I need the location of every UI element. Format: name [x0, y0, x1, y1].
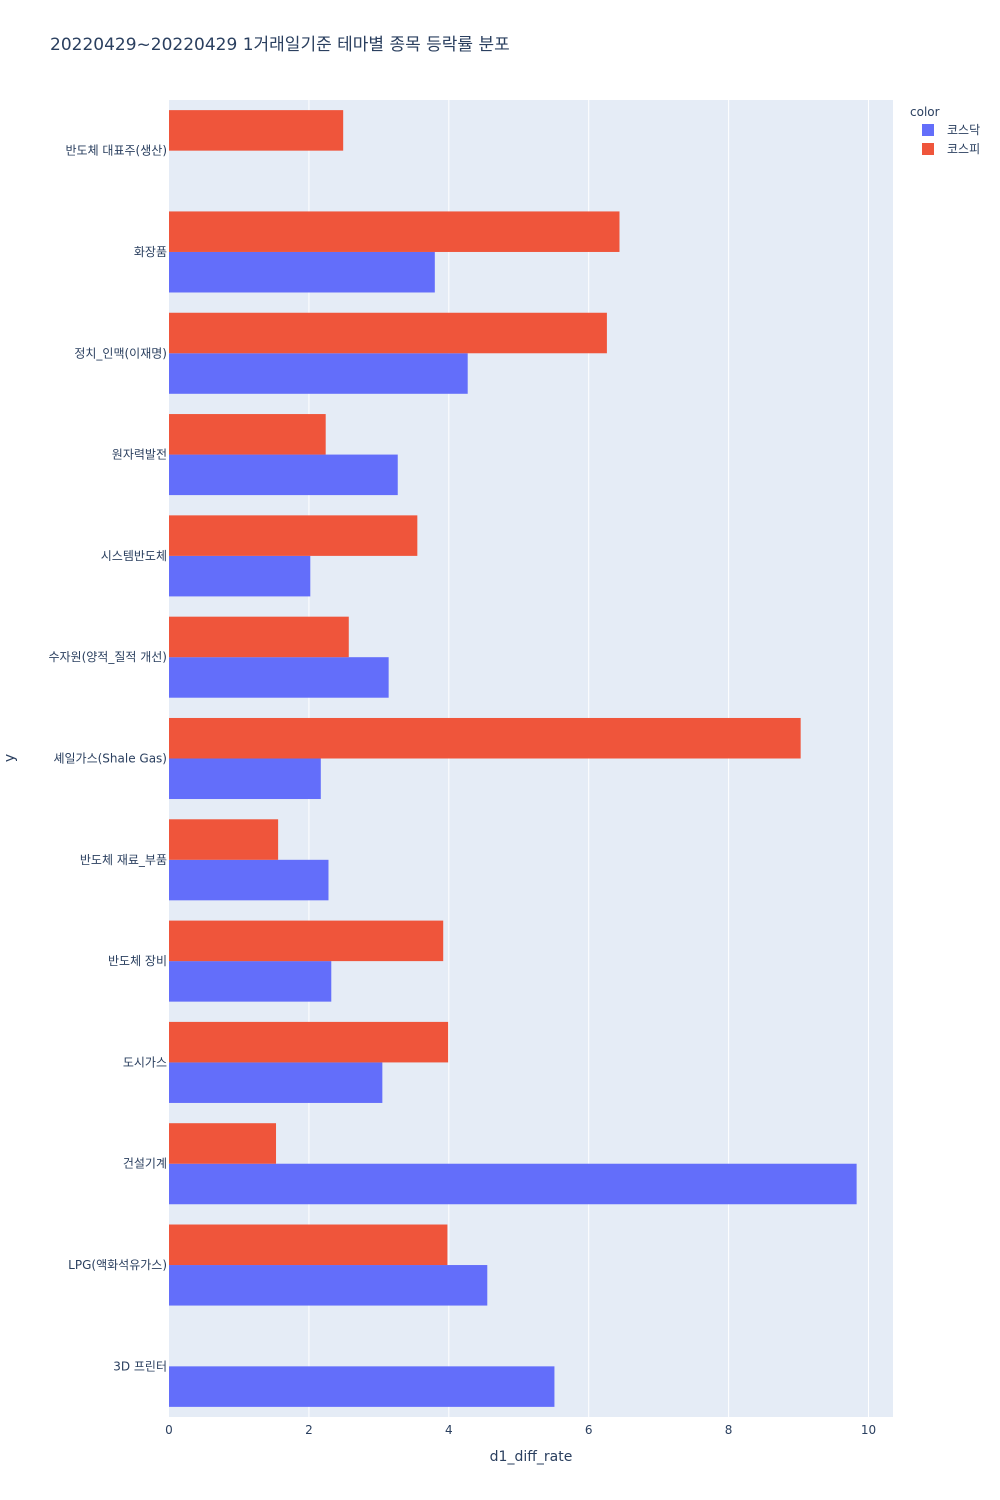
bar [169, 859, 329, 901]
legend-label: 코스닥 [947, 123, 980, 137]
y-tick-label: 반도체 장비 [108, 954, 167, 968]
x-axis-title: d1_diff_rate [490, 1449, 573, 1465]
y-tick-label: 도시가스 [123, 1055, 167, 1069]
x-tick-label: 8 [725, 1423, 733, 1437]
y-tick-label: 반도체 대표주(생산) [66, 144, 168, 158]
x-tick-label: 4 [445, 1423, 453, 1437]
bar [169, 1265, 488, 1306]
y-tick-label: 시스템반도체 [101, 549, 167, 563]
x-tick-label: 0 [165, 1423, 173, 1437]
y-tick-label: 건설기계 [123, 1157, 167, 1171]
y-tick-label: 3D 프린터 [113, 1359, 167, 1373]
bar [169, 414, 326, 455]
legend-title: color [910, 105, 940, 119]
bar [169, 211, 620, 252]
legend-swatch [922, 124, 934, 136]
bars [169, 110, 857, 1407]
bar [169, 717, 801, 759]
bar [169, 1163, 857, 1205]
x-tick-label: 6 [585, 1423, 593, 1437]
x-tick-labels: 0 2 4 6 8 10 [165, 1423, 876, 1437]
bar [169, 1123, 277, 1164]
bar [169, 1366, 555, 1407]
legend-swatch [922, 143, 934, 155]
x-tick-label: 10 [861, 1423, 876, 1437]
chart-title: 20220429~20220429 1거래일기준 테마별 종목 등락률 분포 [50, 35, 510, 55]
y-tick-label: 원자력발전 [112, 448, 167, 462]
y-axis-title: y [2, 754, 18, 762]
y-tick-label: LPG(액화석유가스) [68, 1258, 167, 1272]
bar [169, 1021, 449, 1063]
x-tick-label: 2 [305, 1423, 313, 1437]
bar [169, 555, 311, 597]
bar [169, 251, 435, 293]
bar [169, 616, 349, 658]
bar [169, 1062, 383, 1103]
legend-label: 코스피 [947, 142, 980, 156]
y-tick-label: 셰일가스(Shale Gas) [53, 752, 167, 766]
bar [169, 961, 332, 1002]
bar [169, 110, 344, 151]
bar [169, 758, 321, 800]
y-tick-label: 화장품 [134, 245, 167, 259]
bar [169, 920, 444, 962]
y-tick-label: 정치_인맥(이재명) [74, 346, 167, 360]
bar [169, 1224, 448, 1266]
bar [169, 657, 389, 698]
bar [169, 353, 468, 394]
y-tick-label: 수자원(양적_질적 개선) [48, 650, 167, 664]
bar [169, 454, 398, 496]
y-tick-label: 반도체 재료_부품 [80, 853, 167, 867]
bar [169, 515, 418, 556]
bar [169, 819, 279, 860]
bar [169, 312, 607, 354]
